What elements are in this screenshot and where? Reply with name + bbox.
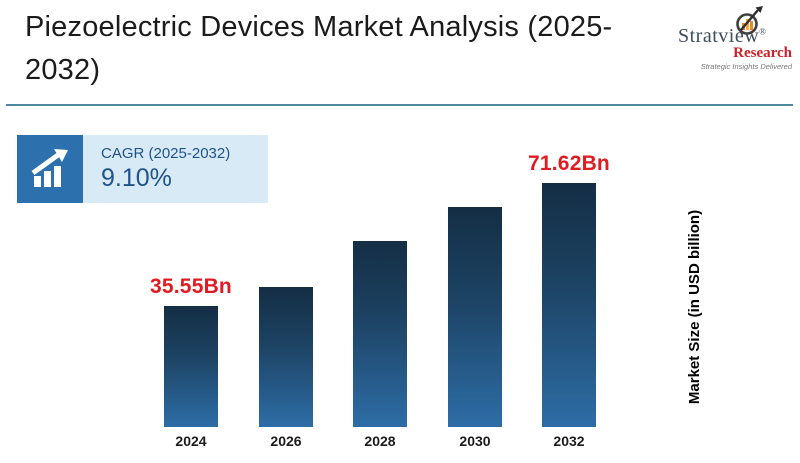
cagr-value: 9.10% — [101, 164, 172, 192]
bar-2026 — [259, 287, 313, 427]
logo-subbrand-text: Research — [733, 45, 792, 61]
bar-value-label-2032: 71.62Bn — [528, 152, 610, 175]
cagr-callout: CAGR (2025-2032) 9.10% — [17, 135, 268, 203]
title-underline — [6, 104, 793, 106]
logo-brand-word: Stratview — [678, 25, 760, 47]
bar-2030 — [448, 207, 502, 427]
cagr-text-block: CAGR (2025-2032) 9.10% — [83, 135, 230, 203]
page-title: Piezoelectric Devices Market Analysis (2… — [25, 6, 675, 92]
x-tick-label-2024: 2024 — [175, 433, 207, 449]
y-axis-title: Market Size (in USD billion) — [686, 209, 703, 405]
x-tick-label-2026: 2026 — [270, 433, 302, 449]
bar-2024 — [164, 306, 218, 427]
x-tick-label-2028: 2028 — [364, 433, 396, 449]
page-title-line2: 2032) — [25, 53, 101, 86]
bar-2032 — [542, 183, 596, 427]
logo-tagline: Strategic Insights Delivered — [700, 62, 792, 71]
stratview-logo: Stratview® Research Strategic Insights D… — [678, 4, 794, 71]
page-title-line1: Piezoelectric Devices Market Analysis (2… — [25, 11, 613, 43]
bar-2028 — [353, 241, 407, 427]
growth-arrow-icon — [17, 135, 83, 203]
cagr-label: CAGR (2025-2032) — [101, 145, 231, 162]
registered-mark: ® — [759, 26, 767, 37]
bar-value-label-2024: 35.55Bn — [150, 275, 232, 298]
logo-brand-text: Stratview® — [678, 25, 794, 48]
x-tick-label-2030: 2030 — [459, 433, 491, 449]
magnifier-chart-icon — [736, 6, 763, 35]
x-tick-label-2032: 2032 — [553, 433, 585, 449]
